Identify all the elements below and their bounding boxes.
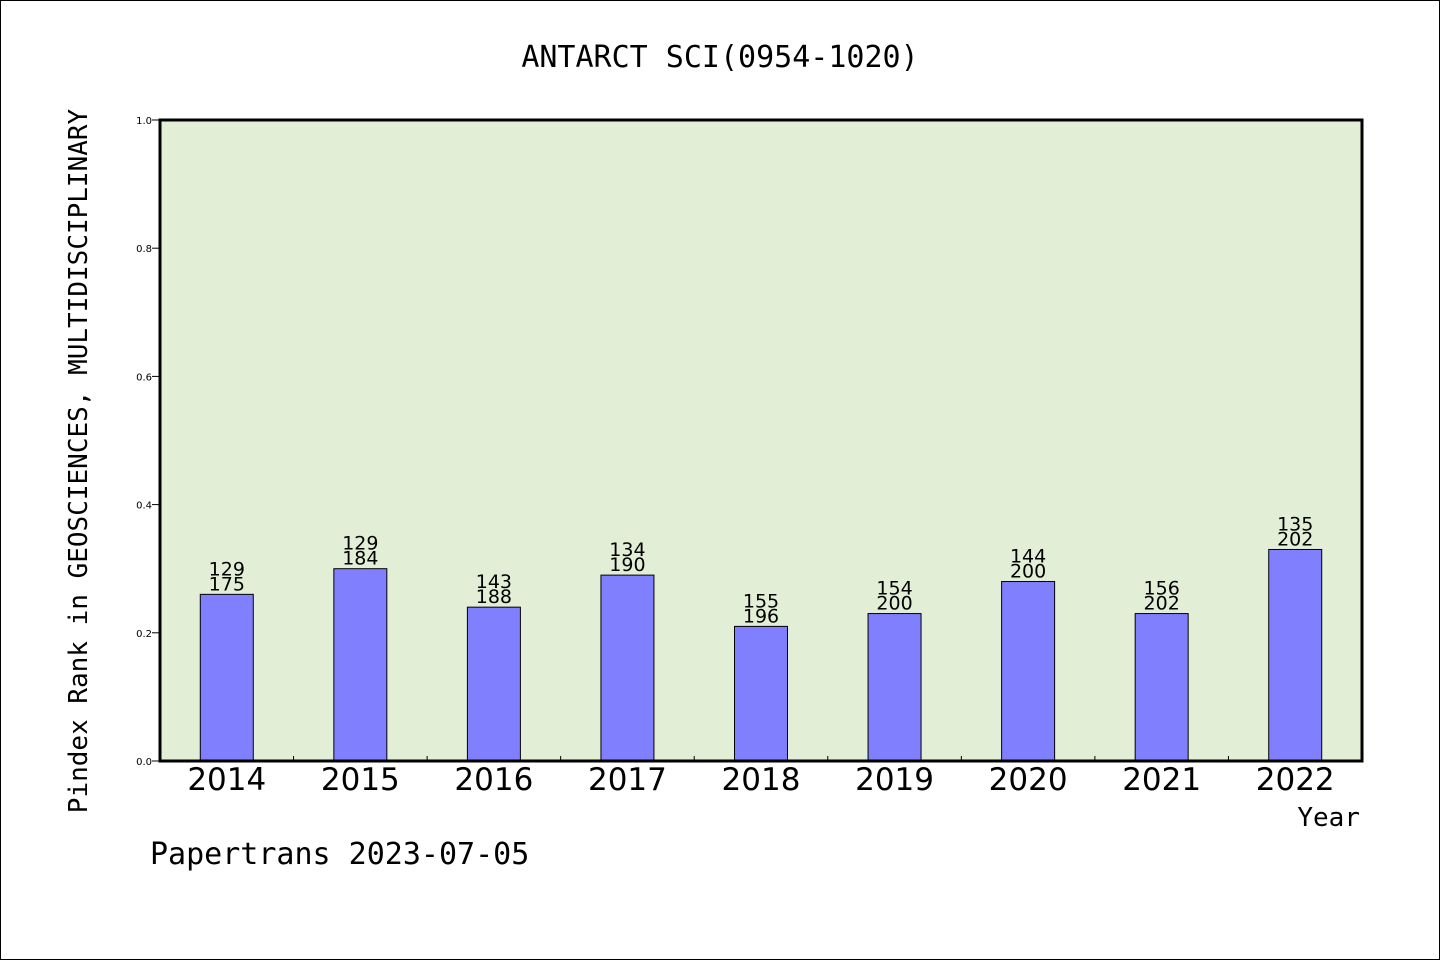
total-label: 190 xyxy=(609,554,645,576)
total-label: 202 xyxy=(1144,593,1180,615)
rank-label: 143 xyxy=(476,571,512,593)
rank-label: 154 xyxy=(876,578,912,600)
rank-label: 129 xyxy=(342,533,378,555)
chart-title: ANTARCT SCI(0954-1020) xyxy=(521,40,918,75)
y-axis: 0.0 0.2 0.4 0.6 0.8 1.0 xyxy=(136,116,160,768)
bar-2017 xyxy=(600,574,655,762)
rank-label: 129 xyxy=(209,558,245,580)
plot-frame xyxy=(158,118,1364,763)
rank-label: 156 xyxy=(1144,578,1180,600)
x-tick-label: 2015 xyxy=(321,762,400,798)
total-label: 184 xyxy=(342,548,378,570)
rank-label: 134 xyxy=(609,539,645,561)
rank-label: 144 xyxy=(1010,546,1046,568)
x-axis-label: Year xyxy=(1297,803,1360,833)
x-tick-label: 2016 xyxy=(454,762,533,798)
y-tick-label: 0.2 xyxy=(136,629,152,640)
rank-label: 155 xyxy=(743,590,779,612)
total-label: 175 xyxy=(209,573,245,595)
x-tick-label: 2018 xyxy=(722,762,801,798)
bar-2020 xyxy=(1001,581,1056,762)
total-label: 188 xyxy=(476,586,512,608)
total-label: 200 xyxy=(876,593,912,615)
y-tick-label: 0.0 xyxy=(136,757,152,768)
total-label: 196 xyxy=(743,605,779,627)
data-labels: 1291751291841431881341901551961542001442… xyxy=(209,513,1314,627)
x-axis: 2014 2015 2016 2017 2018 2019 2020 2021 2022 xyxy=(187,756,1335,798)
bar-2018 xyxy=(734,625,788,762)
x-tick-label: 2022 xyxy=(1256,762,1335,798)
y-tick-label: 1.0 xyxy=(136,116,152,127)
total-label: 202 xyxy=(1277,528,1313,550)
footer-credit: Papertrans 2023-07-05 xyxy=(150,837,529,872)
y-tick-label: 0.4 xyxy=(136,501,152,512)
bar-2019 xyxy=(867,613,922,762)
bar-2022 xyxy=(1268,548,1323,762)
x-tick-label: 2014 xyxy=(187,762,266,798)
x-tick-label: 2021 xyxy=(1122,762,1201,798)
rank-label: 135 xyxy=(1277,513,1313,535)
y-axis-label: Pindex Rank in GEOSCIENCES, MULTIDISCIPL… xyxy=(64,108,94,813)
bar-2021 xyxy=(1134,613,1189,762)
x-tick-label: 2020 xyxy=(989,762,1068,798)
x-tick-label: 2019 xyxy=(855,762,934,798)
y-tick-label: 0.8 xyxy=(136,244,152,255)
bar-2016 xyxy=(466,606,521,762)
y-tick-label: 0.6 xyxy=(136,372,152,383)
total-label: 200 xyxy=(1010,561,1046,583)
x-tick-label: 2017 xyxy=(588,762,667,798)
bars-group xyxy=(199,548,1323,762)
bar-2015 xyxy=(333,568,388,762)
bar-2014 xyxy=(199,593,254,762)
